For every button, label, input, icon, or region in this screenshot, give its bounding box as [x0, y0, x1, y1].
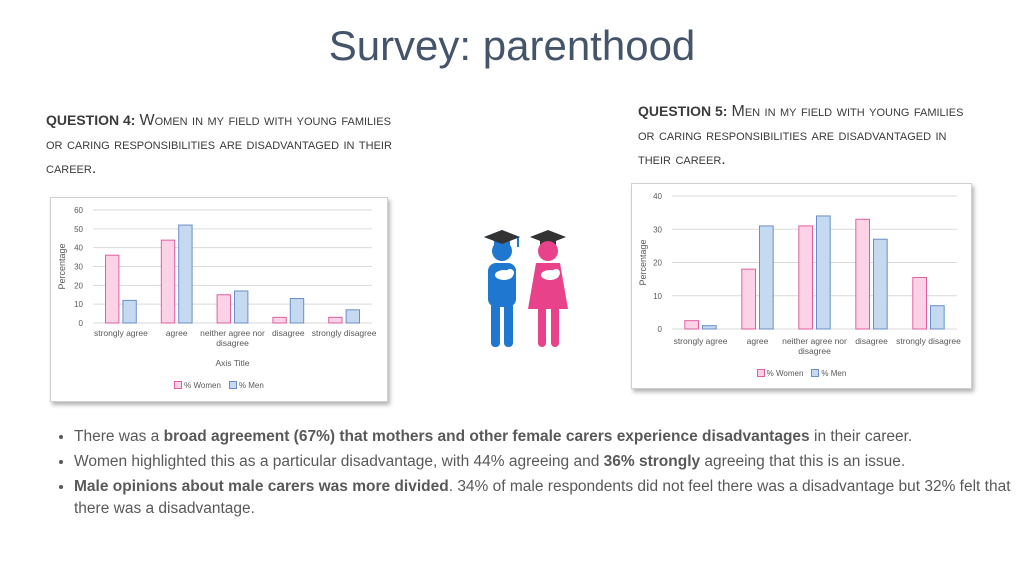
x-tick-label: strongly agree — [673, 336, 728, 346]
y-tick-label: 50 — [74, 225, 83, 234]
bar — [798, 225, 814, 330]
y-axis-title: Percentage — [638, 239, 648, 285]
bar — [855, 218, 871, 330]
legend-label: % Women — [184, 381, 221, 390]
y-tick-label: 20 — [74, 281, 83, 290]
bar — [759, 225, 774, 330]
bullet-list: There was a broad agreement (67%) that m… — [52, 426, 1014, 523]
question-label: QUESTION 4: — [46, 112, 136, 128]
bullet: There was a broad agreement (67%) that m… — [74, 426, 1014, 448]
y-tick-label: 0 — [79, 319, 84, 328]
chart-plot: 0 10 20 30 40 Percentage — [638, 192, 957, 334]
bar — [160, 239, 176, 324]
x-tick-label: neither agree nor disagree — [782, 336, 847, 356]
bullet-run: Women highlighted this as a particular d… — [74, 453, 604, 470]
bar — [873, 238, 888, 330]
bullet-run: broad agreement (67%) that mothers and o… — [163, 428, 810, 445]
question-text: Women in my field with young families or… — [46, 112, 392, 177]
chart: 0 10 20 30 40 Percentage strongly agree agree ne… — [631, 183, 972, 389]
bar — [741, 268, 756, 330]
legend-entry: % Men — [811, 369, 846, 378]
question-text: Men in my field with young families or c… — [638, 103, 964, 168]
bar — [702, 325, 717, 330]
bar — [234, 290, 249, 324]
y-tick-label: 30 — [653, 225, 662, 234]
bullet-run: There was a — [74, 428, 164, 445]
x-tick-label: agree — [746, 336, 769, 346]
bullet: Male opinions about male carers was more… — [74, 476, 1014, 520]
legend-entry: % Women — [174, 381, 221, 390]
bar — [272, 316, 287, 324]
y-tick-label: 20 — [653, 259, 662, 268]
chart: 0 10 20 30 40 50 60 Percentage strongly agree agr… — [50, 197, 388, 402]
bullet-run: . 34% of male respondents did not feel t… — [74, 478, 1011, 517]
bullet: Women highlighted this as a particular d… — [74, 451, 1014, 473]
x-tick-label: disagree — [855, 336, 888, 346]
bullet-run: agreeing that this is an issue. — [700, 453, 906, 470]
y-axis-title: Percentage — [57, 243, 67, 289]
y-tick-label: 10 — [74, 300, 83, 309]
y-tick-label: 10 — [653, 292, 662, 301]
y-tick-label: 0 — [658, 325, 663, 334]
legend-entry: % Men — [228, 381, 264, 390]
slide-title: Survey: parenthood — [328, 22, 696, 69]
y-tick-label: 40 — [653, 192, 662, 201]
legend-swatch — [756, 369, 765, 377]
question: QUESTION 4: Women in my field with young… — [46, 109, 396, 181]
legend-label: % Women — [766, 369, 804, 378]
legend-swatch — [174, 381, 183, 389]
x-tick-label: strongly disagree — [311, 328, 377, 338]
legend-label: % Men — [821, 369, 847, 378]
bar — [122, 299, 137, 324]
bar — [912, 276, 928, 330]
legend-swatch — [228, 381, 237, 389]
legend: % Women % Men — [51, 381, 387, 390]
bullet-run: in their career. — [809, 428, 913, 445]
question-label: QUESTION 5: — [638, 103, 728, 119]
bar — [289, 298, 305, 324]
legend: % Women % Men — [632, 369, 971, 378]
x-tick-label: disagree — [271, 328, 305, 338]
y-tick-label: 40 — [74, 244, 83, 253]
bar — [684, 320, 699, 330]
bar — [345, 309, 360, 324]
y-tick-label: 30 — [74, 263, 83, 272]
x-axis-title: Axis Title — [215, 358, 250, 368]
bullet-run: Male opinions about male carers was more… — [74, 478, 449, 495]
parent-icons — [484, 230, 568, 347]
bar — [930, 305, 945, 330]
legend-entry: % Women — [756, 369, 804, 378]
bar — [328, 316, 343, 324]
y-tick-label: 60 — [74, 206, 83, 215]
x-tick-label: strongly agree — [93, 328, 148, 338]
legend-label: % Men — [238, 381, 264, 390]
chart-plot: 0 10 20 30 40 50 60 Percentage — [57, 206, 372, 328]
bar — [216, 294, 232, 324]
bullet-run: 36% strongly — [603, 453, 701, 470]
legend-swatch — [811, 369, 820, 377]
bar — [816, 215, 831, 330]
question: QUESTION 5: Men in my field with young f… — [638, 100, 968, 172]
x-tick-label: neither agree nor disagree — [200, 328, 265, 348]
x-tick-label: agree — [165, 328, 188, 338]
x-tick-label: strongly disagree — [896, 336, 961, 346]
bar — [105, 254, 120, 324]
bar — [178, 224, 193, 324]
